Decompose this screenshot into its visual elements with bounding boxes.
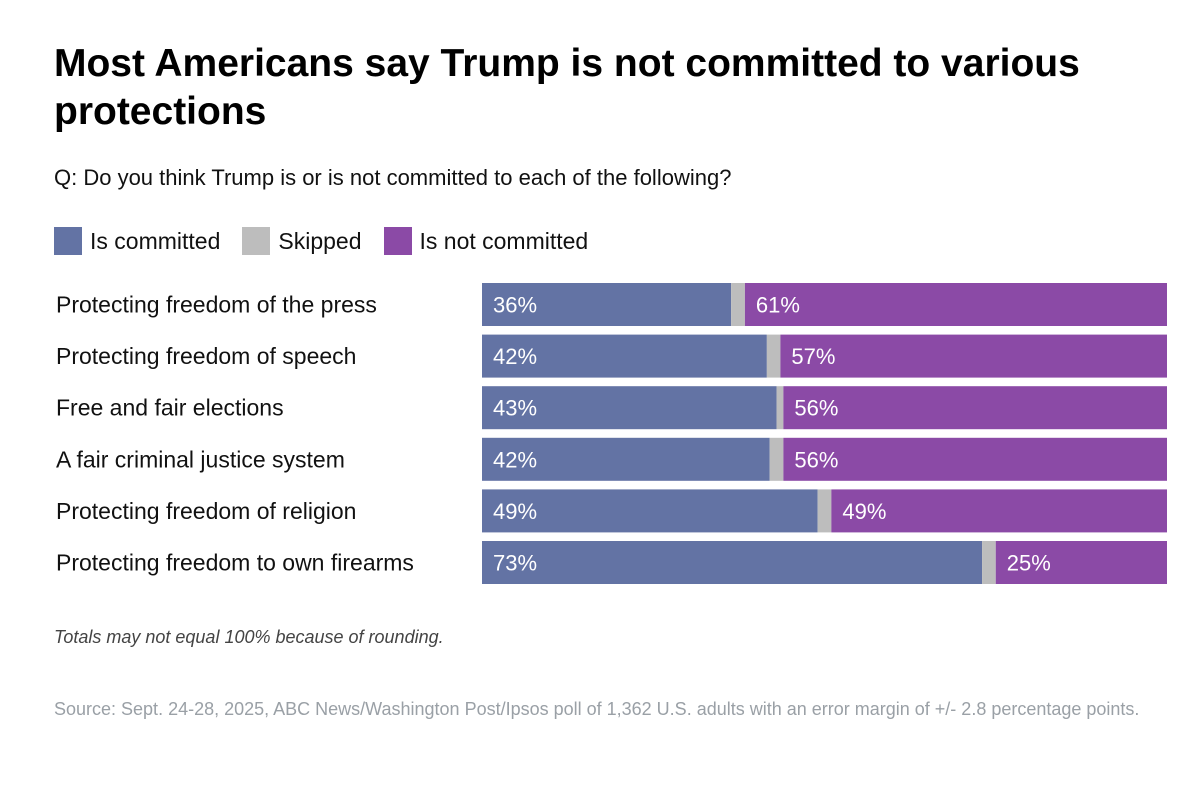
legend-swatch-not-committed [383,227,412,255]
data-label-committed: 42% [493,344,537,369]
bar-row: Protecting freedom of speech 42% 57% [56,334,1167,378]
source-note: Source: Sept. 24-28, 2025, ABC News/Wash… [54,699,1140,719]
category-label: Protecting freedom to own firearms [56,550,414,576]
bar-segment-not-committed [831,489,1167,533]
bar-segment-not-committed [995,541,1167,584]
bar-row: Protecting freedom to own firearms 73% 25% [56,541,1167,584]
bar-segment-skipped [766,334,781,378]
bar-segment-not-committed [780,334,1167,378]
bar-row: Protecting freedom of religion 49% 49% [56,489,1167,533]
legend-item-skipped: Skipped [242,227,362,255]
chart-subtitle: Q: Do you think Trump is or is not commi… [54,165,732,190]
category-label: Free and fair elections [56,395,284,421]
bar-segment-skipped [982,541,996,584]
data-label-not-committed: 25% [1007,551,1051,576]
bar-segment-skipped [769,437,784,481]
chart-title: Most Americans say Trump is not committe… [54,42,1080,133]
legend-item-committed: Is committed [54,227,220,255]
bar-segment-committed [482,386,777,430]
data-label-not-committed: 57% [791,344,835,369]
data-label-committed: 36% [493,293,537,318]
bar-segment-skipped [776,386,784,430]
bar-segment-committed [482,489,818,533]
data-label-committed: 43% [493,396,537,421]
legend-label-skipped: Skipped [278,227,362,254]
data-label-committed: 42% [493,447,537,472]
stacked-bar-chart: Protecting freedom of the press 36% 61%Pro… [56,283,1167,584]
bar-segment-not-committed [744,283,1167,326]
bar-segment-committed [482,541,983,584]
category-label: A fair criminal justice system [56,446,345,472]
bar-segment-not-committed [783,386,1167,430]
category-label: Protecting freedom of speech [56,343,356,369]
data-label-not-committed: 56% [794,396,838,421]
legend-label-committed: Is committed [90,227,221,254]
category-label: Protecting freedom of the press [56,292,377,318]
bar-segment-committed [482,437,770,481]
bar-segment-committed [482,283,732,326]
bar-segment-committed [482,334,767,378]
data-label-not-committed: 61% [756,293,800,318]
data-label-not-committed: 56% [794,447,838,472]
legend-swatch-committed [54,227,82,255]
bar-segment-skipped [817,489,832,533]
data-label-committed: 73% [493,551,537,576]
data-label-not-committed: 49% [842,499,886,524]
bar-row: Free and fair elections 43% 56% [56,386,1167,430]
bar-segment-skipped [731,283,745,326]
legend-label-not-committed: Is not committed [419,227,589,254]
rounding-note: Totals may not equal 100% because of rou… [54,627,444,647]
category-label: Protecting freedom of religion [56,498,356,524]
bar-row: A fair criminal justice system 42% 56% [56,437,1167,481]
legend-swatch-skipped [242,227,271,255]
bar-segment-not-committed [783,437,1167,481]
legend-item-not-committed: Is not committed [383,227,589,255]
bar-row: Protecting freedom of the press 36% 61% [56,283,1167,326]
data-label-committed: 49% [493,499,537,524]
legend: Is committed Skipped Is not committed [54,226,610,256]
